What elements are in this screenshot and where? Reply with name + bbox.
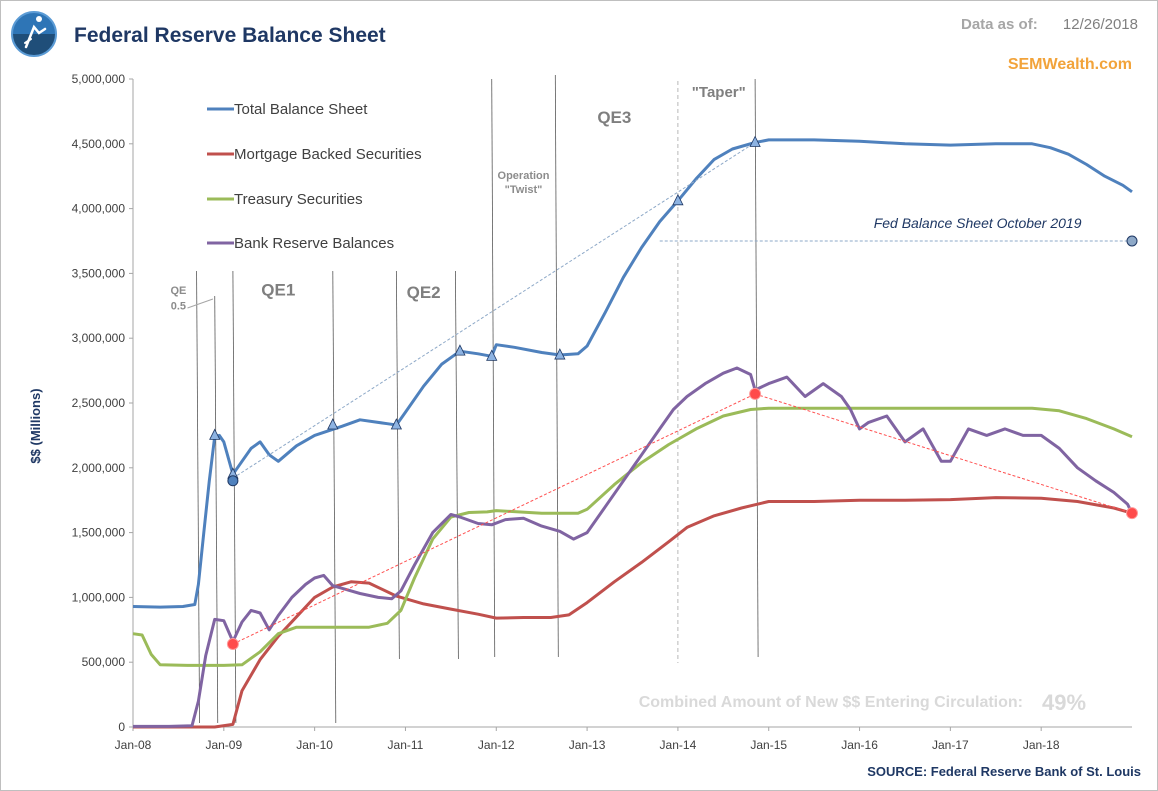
- legend-mbs: Mortgage Backed Securities: [234, 146, 422, 163]
- x-tick-label: Jan-09: [205, 738, 242, 752]
- event-line: [214, 295, 219, 724]
- annotation-qe1: QE1: [261, 280, 295, 299]
- trend-line-reserves-rise-trend: [232, 393, 756, 645]
- annotation-qe2: QE2: [407, 283, 441, 302]
- marker-circle: [749, 387, 762, 400]
- x-tick-label: Jan-14: [660, 738, 697, 752]
- series-line-treasury-securities: [132, 406, 1133, 667]
- y-tick-label: 1,500,000: [72, 526, 126, 540]
- x-tick-label: Jan-18: [1023, 738, 1060, 752]
- marker-triangle: [672, 193, 684, 206]
- as-of-date: 12/26/2018: [1063, 16, 1138, 33]
- y-tick-label: 4,500,000: [72, 137, 126, 151]
- y-tick-label: 0: [118, 720, 125, 734]
- x-tick-label: Jan-11: [388, 738, 424, 752]
- trend-line-total-balance-trend: [232, 142, 756, 479]
- y-tick-label: 3,000,000: [72, 331, 126, 345]
- marker-triangle: [486, 349, 498, 361]
- event-line: [554, 74, 559, 658]
- x-tick-label: Jan-15: [750, 738, 787, 752]
- y-tick-label: 2,000,000: [72, 461, 126, 475]
- chart-title: Federal Reserve Balance Sheet: [74, 24, 386, 47]
- plot-area: 0 500,000 1,000,000 1,500,000 2,000,000 2,500…: [72, 72, 1138, 752]
- annotation-twist: "Twist": [505, 184, 543, 196]
- x-tick-label: Jan-17: [932, 738, 969, 752]
- event-line: [332, 270, 337, 724]
- source-note: SOURCE: Federal Reserve Bank of St. Loui…: [867, 764, 1141, 779]
- series-line-total-balance-sheet: [132, 138, 1133, 609]
- marker-circle: [1126, 235, 1138, 247]
- event-line: [395, 270, 400, 660]
- y-tick-label: 5,000,000: [72, 72, 126, 86]
- x-tick-label: Jan-12: [478, 738, 515, 752]
- y-tick-label: 4,000,000: [72, 202, 126, 216]
- combined-amount-value: 49%: [1042, 690, 1086, 715]
- series-line-mortgage-backed-securities: [133, 496, 1133, 729]
- marker-triangle: [327, 418, 339, 430]
- series-line-bank-reserve-balances: [133, 366, 1134, 728]
- annotation-operation: Operation: [498, 170, 550, 182]
- annotation-0-5: 0.5: [171, 301, 186, 313]
- y-tick-label: 1,000,000: [72, 590, 126, 604]
- as-of-label: Data as of:: [961, 16, 1038, 33]
- trend-line-reserves-decline-trend: [754, 393, 1133, 514]
- event-line: [232, 270, 237, 724]
- marker-circle: [1126, 507, 1138, 520]
- marker-triangle: [749, 135, 761, 147]
- marker-triangle: [554, 348, 566, 360]
- annotation-fed-balance-sheet-october-2019: Fed Balance Sheet October 2019: [874, 215, 1082, 231]
- legend: Total Balance Sheet Mortgage Backed Secu…: [207, 101, 422, 252]
- annotation-qe: QE: [170, 285, 186, 297]
- x-tick-label: Jan-16: [841, 738, 878, 752]
- brand-name: SEMWealth.com: [1008, 56, 1132, 73]
- event-line: [196, 270, 200, 724]
- marker-triangle: [454, 344, 466, 356]
- qe05-arrow: [187, 298, 214, 309]
- x-tick-label: Jan-10: [296, 738, 333, 752]
- y-tick-label: 3,500,000: [72, 266, 126, 280]
- y-axis-label: $$ (Millions): [28, 388, 43, 463]
- legend-total: Total Balance Sheet: [234, 101, 368, 118]
- y-tick-label: 500,000: [82, 655, 126, 669]
- annotation-taper: "Taper": [692, 84, 746, 101]
- semwealth-logo-icon: [11, 11, 57, 57]
- combined-amount-label: Combined Amount of New $$ Entering Circu…: [639, 694, 1023, 711]
- legend-treasury: Treasury Securities: [234, 191, 363, 208]
- annotation-qe3: QE3: [597, 108, 631, 127]
- legend-reserves: Bank Reserve Balances: [234, 235, 394, 252]
- x-tick-label: Jan-13: [569, 738, 606, 752]
- x-tick-label: Jan-08: [115, 738, 152, 752]
- marker-triangle: [390, 418, 403, 430]
- marker-circle: [226, 638, 239, 651]
- event-line: [754, 78, 759, 658]
- y-tick-label: 2,500,000: [72, 396, 126, 410]
- event-line: [491, 78, 496, 658]
- marker-circle: [227, 475, 239, 487]
- marker-triangle: [209, 428, 221, 440]
- event-line: [455, 270, 459, 660]
